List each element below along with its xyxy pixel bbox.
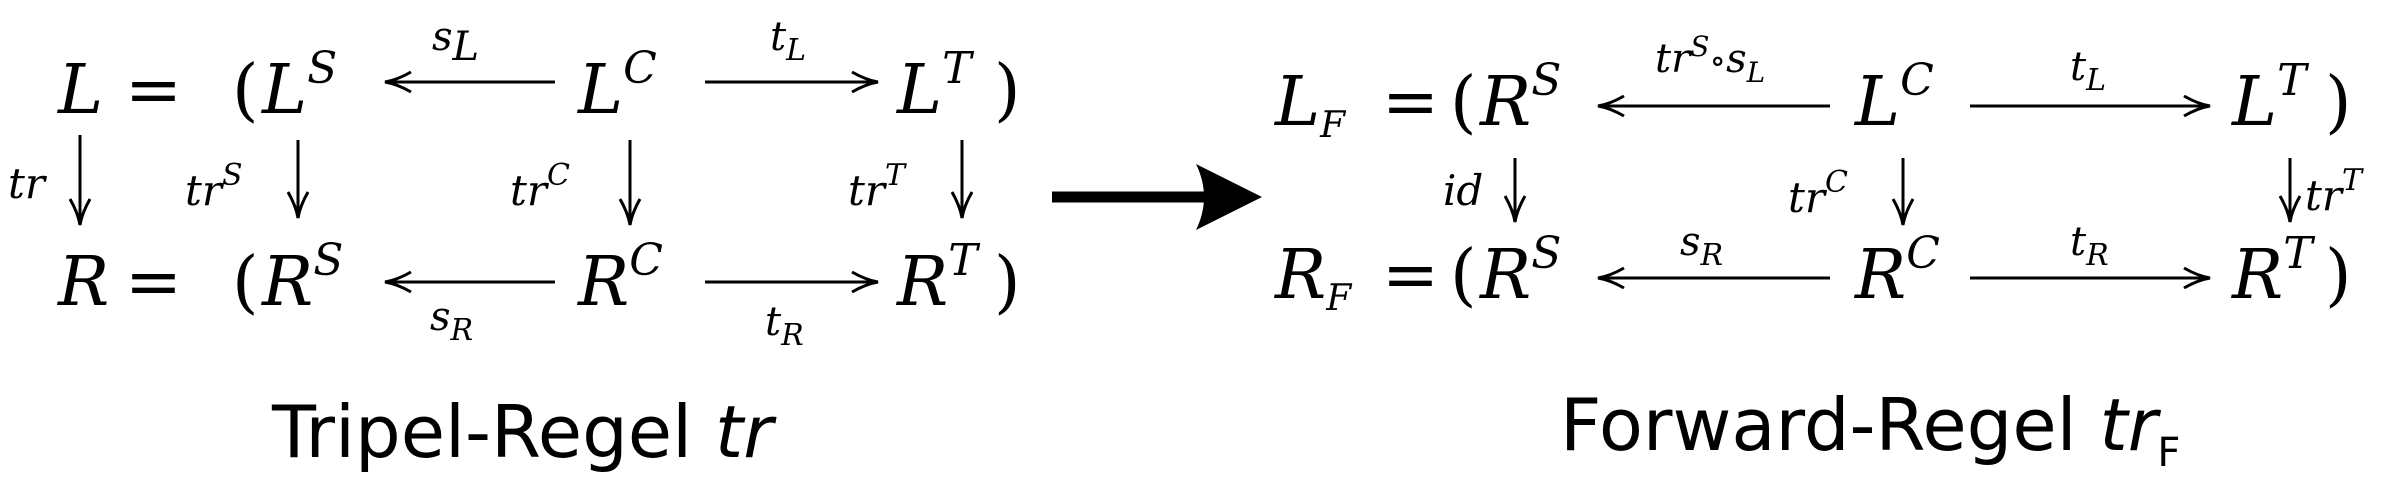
right-label-trT: trT bbox=[2305, 163, 2364, 220]
right-label-id: id bbox=[1443, 166, 1483, 215]
caption-left: Tripel-Regel tr bbox=[271, 390, 777, 474]
right-row2-rs: RS bbox=[1478, 228, 1561, 315]
left-label-trS: trS bbox=[185, 158, 243, 215]
left-row1-ls: LS bbox=[260, 43, 337, 130]
right-row2-eq: = bbox=[1382, 236, 1439, 315]
left-row2-open-paren: ( bbox=[232, 243, 259, 322]
right-diagram: LF = ( RS LC LT ) trS∘sL tL id trC trT R… bbox=[1273, 30, 2364, 319]
right-arrow-t-bottom-label: tR bbox=[2070, 219, 2109, 273]
caption-right: Forward-Regel trF bbox=[1560, 383, 2180, 476]
transform-arrow bbox=[1052, 164, 1262, 230]
left-label-trC: trC bbox=[510, 158, 570, 215]
right-row1-lt: LT bbox=[2230, 55, 2310, 142]
right-row1-lc: LC bbox=[1853, 55, 1934, 142]
right-row1-open-paren: ( bbox=[1450, 63, 1477, 142]
right-row2-open-paren: ( bbox=[1450, 236, 1477, 315]
left-row1-open-paren: ( bbox=[232, 51, 259, 130]
right-row1-rs: RS bbox=[1478, 55, 1561, 142]
right-row2-rt: RT bbox=[2230, 228, 2316, 315]
left-row1-lc: LC bbox=[576, 43, 657, 130]
left-row2-close-paren: ) bbox=[994, 243, 1021, 322]
left-row1-close-paren: ) bbox=[994, 51, 1021, 130]
left-arrow-t-bottom-label: tR bbox=[765, 299, 804, 353]
left-row1-lt: LT bbox=[895, 43, 975, 130]
left-row2-eq: = bbox=[125, 243, 182, 322]
left-label-trT: trT bbox=[848, 158, 907, 215]
right-row2-lhs: RF bbox=[1273, 236, 1353, 319]
left-arrow-s-top-label: sL bbox=[432, 14, 479, 70]
left-label-tr: tr bbox=[8, 159, 48, 208]
left-diagram: L = ( LS LC LT ) sL tL tr trS trC trT R … bbox=[8, 14, 1021, 353]
left-row1-lhs: L bbox=[56, 51, 103, 130]
left-row2-lhs: R bbox=[56, 243, 109, 322]
right-arrow-t-top-label: tL bbox=[2070, 44, 2106, 98]
right-row1-close-paren: ) bbox=[2325, 63, 2352, 142]
left-row2-rs: RS bbox=[260, 235, 343, 322]
right-row1-lhs: LF bbox=[1273, 63, 1347, 146]
left-arrow-t-top-label: tL bbox=[770, 14, 806, 68]
right-row2-close-paren: ) bbox=[2325, 236, 2352, 315]
left-row2-rt: RT bbox=[895, 235, 981, 322]
right-arrow-s-top-label: trS∘sL bbox=[1655, 30, 1765, 89]
right-label-trC: trC bbox=[1788, 165, 1848, 222]
left-row2-rc: RC bbox=[576, 235, 663, 322]
right-arrow-s-bottom-label: sR bbox=[1680, 219, 1723, 273]
left-arrow-s-bottom-label: sR bbox=[430, 294, 473, 348]
right-row1-eq: = bbox=[1382, 63, 1439, 142]
left-row1-eq: = bbox=[125, 51, 182, 130]
right-row2-rc: RC bbox=[1853, 228, 1940, 315]
